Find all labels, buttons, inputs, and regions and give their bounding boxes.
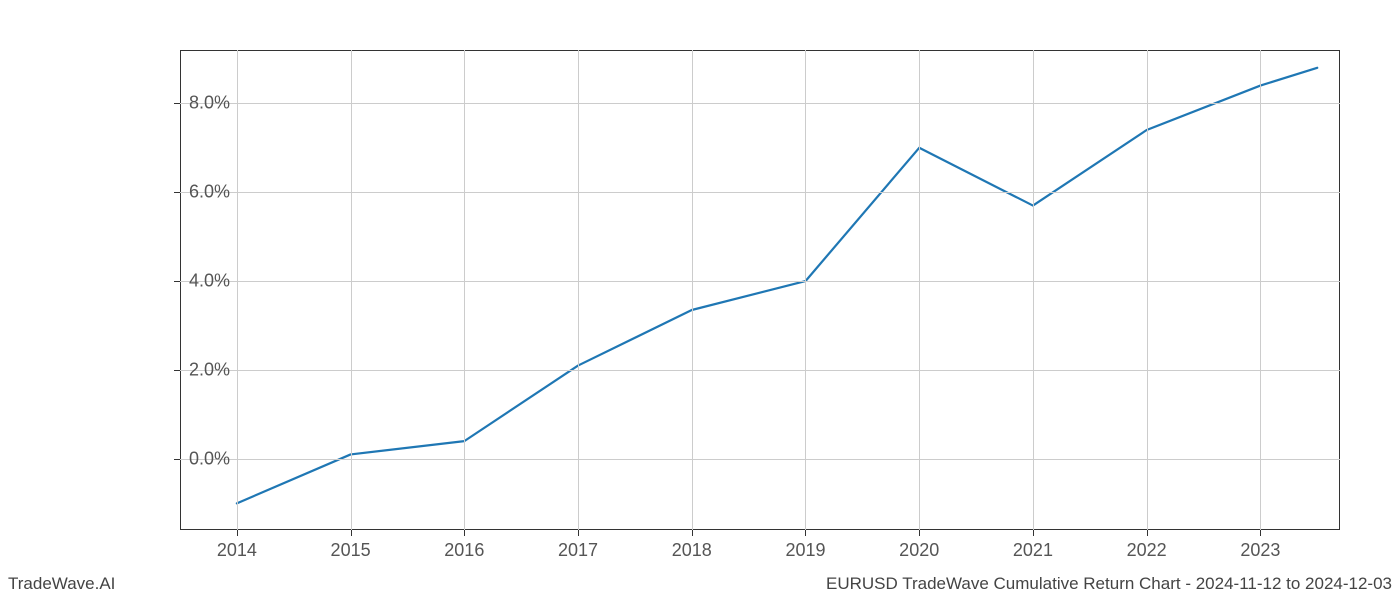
footer-caption: EURUSD TradeWave Cumulative Return Chart… — [826, 574, 1392, 594]
x-tick-label: 2017 — [558, 540, 598, 561]
x-tick-label: 2022 — [1127, 540, 1167, 561]
x-tick-label: 2019 — [785, 540, 825, 561]
x-tick-mark — [351, 530, 352, 536]
y-tick-mark — [174, 459, 180, 460]
grid-line-horizontal — [180, 370, 1340, 371]
grid-line-vertical — [351, 50, 352, 530]
x-tick-mark — [464, 530, 465, 536]
grid-line-horizontal — [180, 459, 1340, 460]
y-tick-label: 0.0% — [189, 448, 230, 469]
grid-line-horizontal — [180, 192, 1340, 193]
x-tick-mark — [805, 530, 806, 536]
x-tick-mark — [1033, 530, 1034, 536]
grid-line-vertical — [464, 50, 465, 530]
y-tick-label: 4.0% — [189, 271, 230, 292]
y-tick-label: 2.0% — [189, 360, 230, 381]
x-tick-label: 2023 — [1240, 540, 1280, 561]
x-tick-mark — [578, 530, 579, 536]
chart-plot-area — [180, 50, 1340, 530]
y-tick-mark — [174, 281, 180, 282]
x-tick-label: 2014 — [217, 540, 257, 561]
y-tick-label: 8.0% — [189, 93, 230, 114]
grid-line-vertical — [1260, 50, 1261, 530]
y-tick-mark — [174, 192, 180, 193]
grid-line-vertical — [919, 50, 920, 530]
x-tick-mark — [1260, 530, 1261, 536]
grid-line-vertical — [1033, 50, 1034, 530]
x-tick-mark — [692, 530, 693, 536]
grid-line-horizontal — [180, 281, 1340, 282]
y-tick-label: 6.0% — [189, 182, 230, 203]
footer-brand: TradeWave.AI — [8, 574, 115, 594]
x-tick-label: 2021 — [1013, 540, 1053, 561]
y-tick-mark — [174, 370, 180, 371]
grid-line-horizontal — [180, 103, 1340, 104]
y-tick-mark — [174, 103, 180, 104]
x-tick-mark — [237, 530, 238, 536]
grid-line-vertical — [805, 50, 806, 530]
grid-line-vertical — [1147, 50, 1148, 530]
x-tick-label: 2016 — [444, 540, 484, 561]
x-tick-mark — [1147, 530, 1148, 536]
grid-line-vertical — [692, 50, 693, 530]
x-tick-label: 2018 — [672, 540, 712, 561]
grid-line-vertical — [578, 50, 579, 530]
grid-line-vertical — [237, 50, 238, 530]
x-tick-label: 2015 — [331, 540, 371, 561]
x-tick-label: 2020 — [899, 540, 939, 561]
x-tick-mark — [919, 530, 920, 536]
